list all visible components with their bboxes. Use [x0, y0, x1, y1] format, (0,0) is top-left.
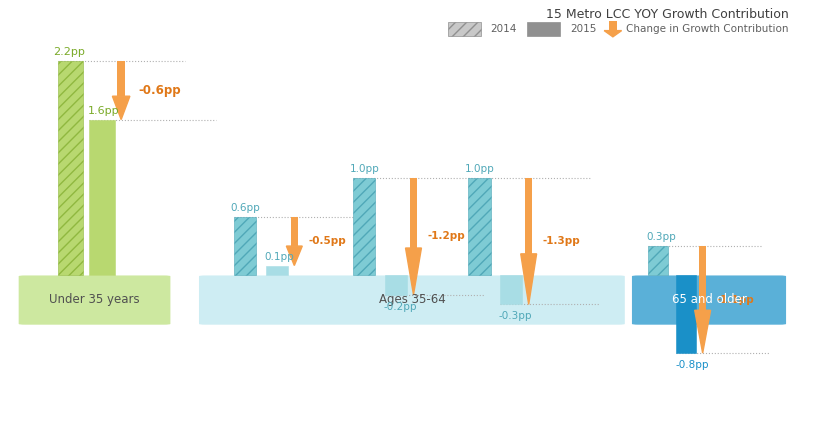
- Text: 0.1pp: 0.1pp: [264, 251, 294, 262]
- Text: -0.5pp: -0.5pp: [309, 236, 346, 246]
- Text: -0.8pp: -0.8pp: [676, 360, 710, 370]
- FancyBboxPatch shape: [19, 276, 171, 325]
- Bar: [609, 21, 617, 31]
- Text: 0.6pp: 0.6pp: [231, 203, 261, 213]
- Bar: [648, 246, 668, 275]
- Bar: [385, 275, 407, 295]
- Text: Ages 35-64: Ages 35-64: [379, 293, 446, 306]
- Bar: [353, 178, 375, 275]
- Text: -1.2pp: -1.2pp: [428, 232, 465, 241]
- Text: 1.0pp: 1.0pp: [350, 164, 380, 174]
- Polygon shape: [286, 246, 302, 265]
- Text: 2.2pp: 2.2pp: [54, 47, 86, 57]
- Bar: [58, 61, 83, 275]
- Bar: [500, 275, 522, 304]
- Bar: [290, 217, 298, 246]
- Bar: [469, 178, 491, 275]
- Bar: [89, 120, 115, 275]
- FancyBboxPatch shape: [199, 276, 625, 325]
- Bar: [525, 178, 532, 254]
- Polygon shape: [604, 31, 621, 37]
- Bar: [410, 178, 417, 248]
- Text: -0.3pp: -0.3pp: [498, 311, 532, 321]
- Text: 1.6pp: 1.6pp: [87, 106, 120, 116]
- Bar: [527, 22, 560, 36]
- Text: -1.1pp: -1.1pp: [717, 295, 755, 304]
- Text: 65 and older: 65 and older: [672, 293, 747, 306]
- Text: -0.2pp: -0.2pp: [384, 301, 417, 312]
- Bar: [117, 61, 125, 96]
- Polygon shape: [521, 254, 536, 304]
- Text: 15 Metro LCC YOY Growth Contribution: 15 Metro LCC YOY Growth Contribution: [546, 8, 790, 21]
- Bar: [448, 22, 481, 36]
- Text: 1.0pp: 1.0pp: [465, 164, 495, 174]
- Text: Change in Growth Contribution: Change in Growth Contribution: [626, 24, 789, 34]
- Bar: [676, 275, 696, 353]
- Text: -1.3pp: -1.3pp: [543, 236, 581, 246]
- Text: Under 35 years: Under 35 years: [49, 293, 139, 306]
- Text: 0.3pp: 0.3pp: [646, 232, 676, 242]
- Bar: [699, 246, 706, 310]
- FancyBboxPatch shape: [632, 276, 786, 325]
- Polygon shape: [406, 248, 422, 295]
- Text: 2014: 2014: [491, 24, 517, 34]
- Text: 2015: 2015: [570, 24, 596, 34]
- Bar: [234, 217, 257, 275]
- Polygon shape: [695, 310, 710, 353]
- Bar: [266, 265, 288, 275]
- Text: -0.6pp: -0.6pp: [139, 84, 182, 97]
- Polygon shape: [112, 96, 130, 120]
